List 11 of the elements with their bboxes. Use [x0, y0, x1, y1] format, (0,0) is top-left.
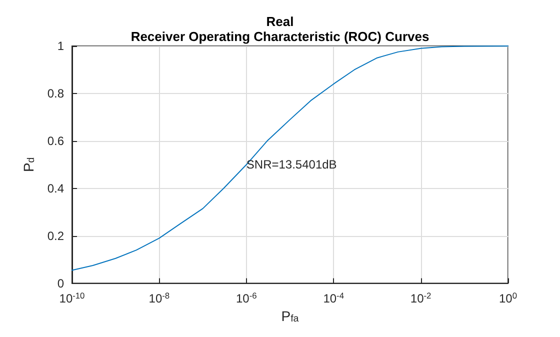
- chart-title: Real: [266, 14, 294, 29]
- annotation: SNR=13.5401dB: [246, 158, 337, 172]
- y-tick-label: 0.4: [47, 181, 64, 196]
- y-tick-label: 0.6: [47, 134, 64, 148]
- chart-subtitle: Receiver Operating Characteristic (ROC) Curves: [130, 29, 430, 44]
- y-tick-label: 0: [57, 276, 64, 290]
- x-axis-title: Pfa: [281, 308, 300, 324]
- y-tick-label: 0.8: [47, 86, 64, 100]
- y-tick-label: 0.2: [47, 228, 64, 243]
- y-tick-label: 1: [57, 39, 64, 53]
- y-axis-title: Pd: [20, 157, 37, 172]
